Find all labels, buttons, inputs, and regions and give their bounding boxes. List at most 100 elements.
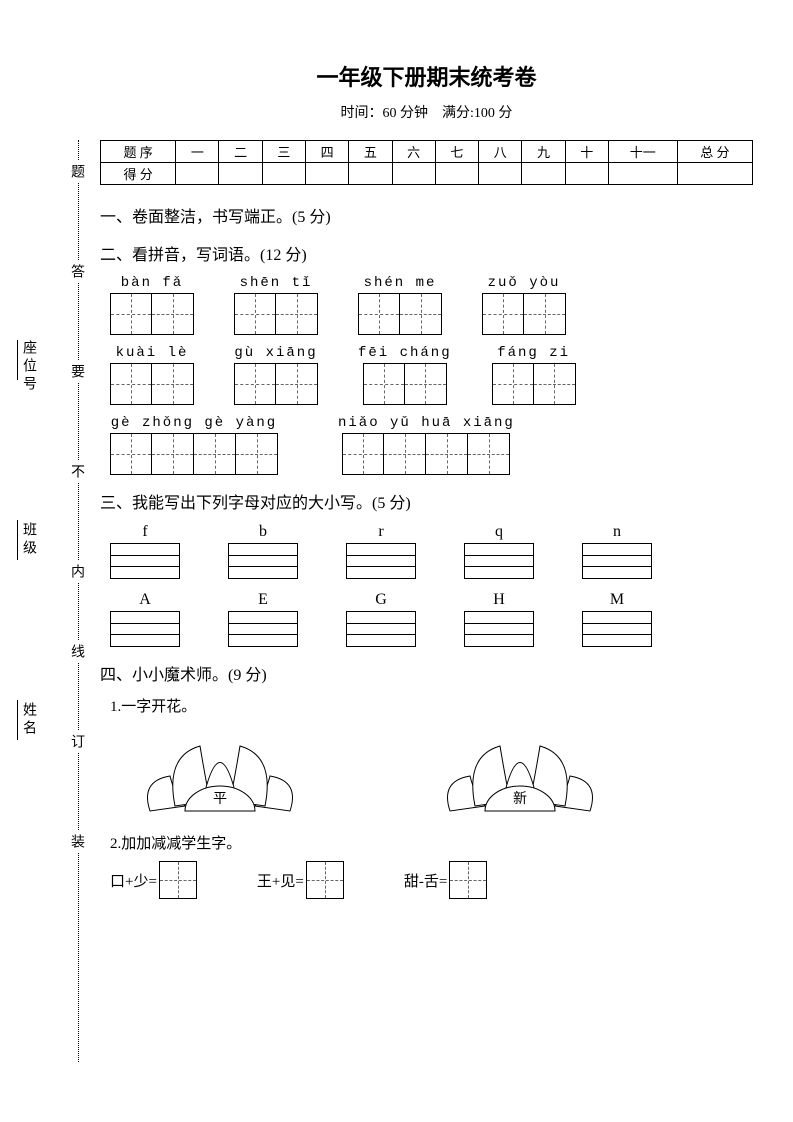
pinyin-block: bàn fǎ bbox=[110, 275, 194, 335]
pinyin-block: kuài lè bbox=[110, 345, 194, 405]
tianzi-box[interactable] bbox=[358, 293, 400, 335]
tianzi-box[interactable] bbox=[342, 433, 384, 475]
letter-label: E bbox=[258, 591, 268, 609]
cell[interactable] bbox=[479, 163, 522, 185]
pinyin-label: shén me bbox=[364, 275, 437, 291]
cell[interactable] bbox=[565, 163, 608, 185]
letter-label: H bbox=[493, 591, 505, 609]
four-line-box[interactable] bbox=[346, 543, 416, 579]
pinyin-label: fēi cháng bbox=[358, 345, 452, 361]
tianzi-box[interactable] bbox=[449, 861, 487, 899]
pinyin-label: gè zhǒng gè yàng bbox=[111, 415, 277, 431]
letter-block: E bbox=[228, 591, 298, 647]
pinyin-row: bàn fǎshēn tǐshén mezuǒ yòu bbox=[110, 275, 753, 335]
tianzi-box[interactable] bbox=[110, 293, 152, 335]
four-line-box[interactable] bbox=[110, 611, 180, 647]
tianzi-group bbox=[234, 363, 318, 405]
tianzi-box[interactable] bbox=[534, 363, 576, 405]
lotus-diagram: 新 bbox=[430, 726, 610, 816]
tianzi-box[interactable] bbox=[152, 293, 194, 335]
name-label: 姓名 bbox=[20, 700, 38, 740]
pinyin-row: gè zhǒng gè yàng niǎo yǔ huā xiāng bbox=[110, 415, 753, 475]
pinyin-label: bàn fǎ bbox=[121, 275, 183, 291]
table-row: 题 序 一 二 三 四 五 六 七 八 九 十 十一 总 分 bbox=[101, 141, 753, 163]
letter-label: G bbox=[375, 591, 387, 609]
four-line-box[interactable] bbox=[464, 611, 534, 647]
tianzi-box[interactable] bbox=[363, 363, 405, 405]
binding-char: 不 bbox=[70, 460, 86, 482]
letter-label: r bbox=[378, 523, 383, 541]
four-line-box[interactable] bbox=[582, 543, 652, 579]
tianzi-box[interactable] bbox=[384, 433, 426, 475]
th: 六 bbox=[392, 141, 435, 163]
th: 题 序 bbox=[101, 141, 176, 163]
letter-block: n bbox=[582, 523, 652, 579]
tianzi-box[interactable] bbox=[234, 363, 276, 405]
th: 九 bbox=[522, 141, 565, 163]
four-line-box[interactable] bbox=[464, 543, 534, 579]
tianzi-box[interactable] bbox=[110, 433, 152, 475]
cell[interactable] bbox=[306, 163, 349, 185]
tianzi-box[interactable] bbox=[468, 433, 510, 475]
pinyin-block: fáng zi bbox=[492, 345, 576, 405]
cell[interactable] bbox=[219, 163, 262, 185]
cell[interactable] bbox=[349, 163, 392, 185]
pinyin-block: zuǒ yòu bbox=[482, 275, 566, 335]
letter-label: b bbox=[259, 523, 267, 541]
tianzi-box[interactable] bbox=[152, 363, 194, 405]
tianzi-group bbox=[110, 293, 194, 335]
tianzi-box[interactable] bbox=[482, 293, 524, 335]
cell[interactable] bbox=[435, 163, 478, 185]
pinyin-label: niǎo yǔ huā xiāng bbox=[338, 415, 515, 431]
th: 七 bbox=[435, 141, 478, 163]
letter-block: f bbox=[110, 523, 180, 579]
tianzi-box[interactable] bbox=[194, 433, 236, 475]
equation-row: 口+少= 王+见= 甜-舌= bbox=[110, 861, 753, 899]
letter-row-2: A E G H M bbox=[110, 591, 753, 647]
binding-char: 装 bbox=[70, 830, 86, 852]
tianzi-group bbox=[110, 433, 278, 475]
tianzi-box[interactable] bbox=[492, 363, 534, 405]
tianzi-group bbox=[482, 293, 566, 335]
letter-block: A bbox=[110, 591, 180, 647]
binding-char: 题 bbox=[70, 160, 86, 182]
four-line-box[interactable] bbox=[582, 611, 652, 647]
four-line-box[interactable] bbox=[228, 543, 298, 579]
equation-lhs: 口+少= bbox=[110, 870, 157, 891]
binding-char: 答 bbox=[70, 260, 86, 282]
tianzi-box[interactable] bbox=[276, 293, 318, 335]
tianzi-group bbox=[110, 363, 194, 405]
time-text: 时间：60 分钟 bbox=[341, 106, 429, 121]
cell[interactable] bbox=[176, 163, 219, 185]
cell[interactable] bbox=[608, 163, 677, 185]
tianzi-box[interactable] bbox=[234, 293, 276, 335]
pinyin-block: fēi cháng bbox=[358, 345, 452, 405]
tianzi-box[interactable] bbox=[306, 861, 344, 899]
section-3: 三、我能写出下列字母对应的大小写。(5 分) bbox=[100, 489, 753, 513]
tianzi-box[interactable] bbox=[236, 433, 278, 475]
four-line-box[interactable] bbox=[110, 543, 180, 579]
tianzi-box[interactable] bbox=[400, 293, 442, 335]
row-label: 得 分 bbox=[101, 163, 176, 185]
tianzi-box[interactable] bbox=[276, 363, 318, 405]
tianzi-box[interactable] bbox=[405, 363, 447, 405]
pinyin-label: zuǒ yòu bbox=[488, 275, 561, 291]
cell[interactable] bbox=[677, 163, 752, 185]
cell[interactable] bbox=[262, 163, 305, 185]
tianzi-box[interactable] bbox=[524, 293, 566, 335]
tianzi-group bbox=[342, 433, 510, 475]
tianzi-box[interactable] bbox=[110, 363, 152, 405]
four-line-box[interactable] bbox=[228, 611, 298, 647]
tianzi-box[interactable] bbox=[426, 433, 468, 475]
section-4-2: 2.加加减减学生字。 bbox=[110, 832, 753, 853]
four-line-box[interactable] bbox=[346, 611, 416, 647]
tianzi-box[interactable] bbox=[159, 861, 197, 899]
tianzi-box[interactable] bbox=[152, 433, 194, 475]
cell[interactable] bbox=[392, 163, 435, 185]
cell[interactable] bbox=[522, 163, 565, 185]
th: 二 bbox=[219, 141, 262, 163]
pinyin-container: bàn fǎshēn tǐshén mezuǒ yòukuài lègù xiā… bbox=[100, 275, 753, 475]
section-4-1: 1.一字开花。 bbox=[110, 695, 753, 716]
letter-label: M bbox=[610, 591, 624, 609]
th: 十一 bbox=[608, 141, 677, 163]
